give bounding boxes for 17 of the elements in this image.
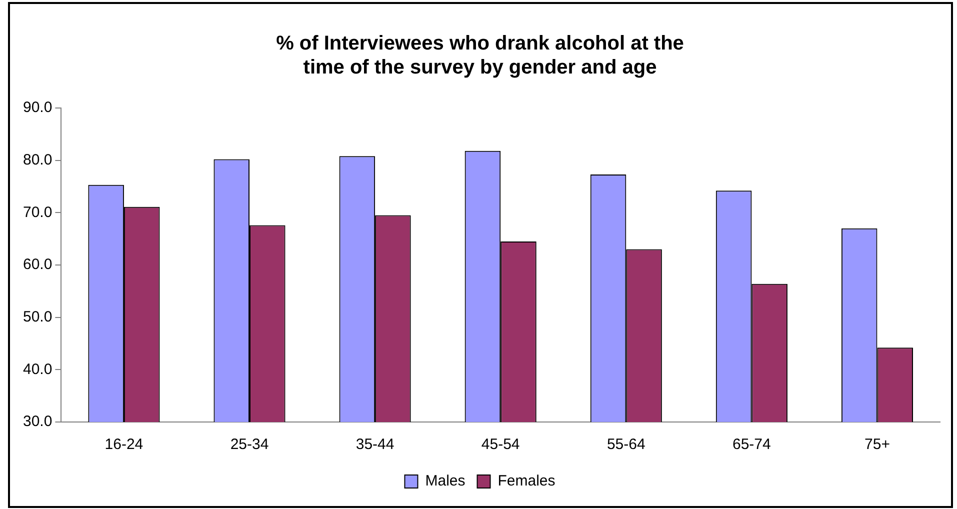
- x-tick-label: 16-24: [104, 436, 144, 454]
- legend-label: Males: [425, 472, 466, 490]
- y-tick-label: 80.0: [22, 151, 52, 168]
- x-tick-label: 45-54: [481, 436, 520, 454]
- legend-label: Females: [498, 472, 556, 490]
- x-tick-label: 55-64: [606, 436, 646, 454]
- chart-title: % of Interviewees who drank alcohol at the time of the survey by gender and age: [276, 32, 684, 79]
- y-tick-label: 70.0: [22, 204, 52, 221]
- x-tick-label: 65-74: [732, 436, 771, 454]
- x-tick-label: 75+: [864, 436, 890, 454]
- y-tick-label: 50.0: [22, 308, 52, 326]
- y-tick-label: 30.0: [22, 413, 52, 430]
- x-tick-label: 35-44: [356, 436, 394, 454]
- y-tick-label: 90.0: [22, 99, 52, 116]
- x-tick-label: 25-34: [230, 436, 269, 454]
- y-tick-label: 60.0: [22, 256, 52, 274]
- y-tick-label: 40.0: [22, 360, 52, 378]
